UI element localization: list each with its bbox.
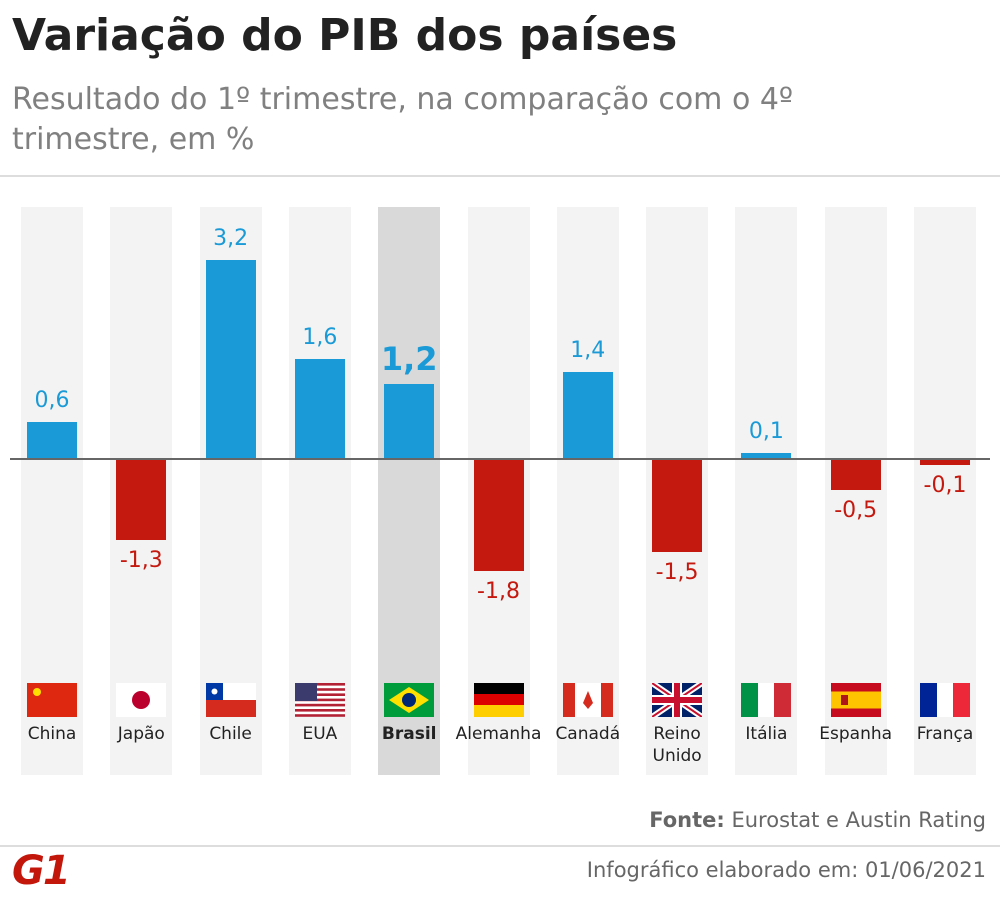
column-background	[824, 207, 887, 775]
x-tick-label: Brasil	[381, 724, 437, 744]
bar	[652, 459, 703, 553]
x-tick-label: Reino Unido	[652, 724, 702, 766]
bar	[562, 371, 613, 459]
divider	[0, 845, 1000, 847]
chart-title: Variação do PIB dos países	[12, 10, 678, 61]
flag	[473, 683, 524, 717]
flag	[650, 680, 704, 720]
flag	[384, 683, 435, 717]
x-tick-label: EUA	[302, 724, 338, 744]
flag-icon	[920, 683, 970, 717]
flag	[562, 683, 613, 717]
zero-line	[10, 458, 990, 460]
x-tick-label: Japão	[117, 724, 165, 744]
value-label: 0,1	[748, 418, 784, 444]
flag-icon	[473, 683, 524, 717]
flag	[116, 683, 167, 717]
bar	[116, 459, 167, 540]
flag	[205, 683, 256, 717]
value-label: 0,6	[34, 387, 70, 413]
credit: Infográfico elaborado em: 01/06/2021	[586, 858, 986, 882]
divider	[0, 175, 1000, 177]
column-background	[288, 207, 351, 775]
value-label: -1,3	[119, 547, 163, 573]
bar	[830, 459, 881, 491]
flag	[920, 683, 970, 717]
column-background	[556, 207, 619, 775]
bar	[384, 384, 435, 459]
x-tick-label: Canadá	[555, 724, 621, 744]
bar	[741, 452, 792, 459]
flag-icon	[741, 683, 792, 717]
flag-icon	[27, 683, 77, 717]
flag	[830, 683, 881, 717]
value-label: -1,8	[477, 578, 520, 604]
flag-icon	[562, 683, 613, 717]
x-tick-label: Chile	[209, 724, 252, 744]
column-background	[735, 207, 798, 775]
column-background	[914, 207, 976, 775]
x-tick-label: França	[916, 724, 974, 744]
bar	[473, 459, 524, 571]
flag-icon	[294, 683, 345, 717]
chart-subtitle: Resultado do 1º trimestre, na comparação…	[12, 82, 794, 157]
flag-icon	[116, 683, 167, 717]
x-tick-label: Espanha	[819, 724, 893, 744]
source-text: Eurostat e Austin Rating	[731, 808, 986, 832]
source: Fonte: Eurostat e Austin Rating	[649, 808, 986, 832]
value-label: 1,2	[380, 340, 438, 379]
bar	[294, 359, 345, 459]
value-label: -1,5	[655, 560, 699, 586]
value-label: -0,5	[834, 498, 878, 524]
column-background	[378, 207, 441, 775]
x-tick-label: China	[27, 724, 77, 744]
column-background	[21, 207, 83, 775]
logo: G1	[12, 848, 71, 894]
value-label: 3,2	[213, 225, 249, 251]
x-tick-label: Itália	[745, 724, 788, 744]
value-label: -0,1	[923, 473, 967, 499]
flag-icon	[830, 683, 881, 717]
value-label: 1,6	[302, 325, 338, 351]
flag	[27, 683, 77, 717]
flag-icon	[650, 680, 704, 720]
bar	[205, 259, 256, 459]
flag	[741, 683, 792, 717]
flag-icon	[384, 683, 435, 717]
x-tick-label: Alemanha	[455, 724, 542, 744]
flag-icon	[205, 683, 256, 717]
bar	[27, 421, 77, 459]
bar	[920, 459, 970, 466]
value-label: 1,4	[570, 337, 606, 363]
flag	[294, 683, 345, 717]
source-label: Fonte:	[649, 808, 725, 832]
